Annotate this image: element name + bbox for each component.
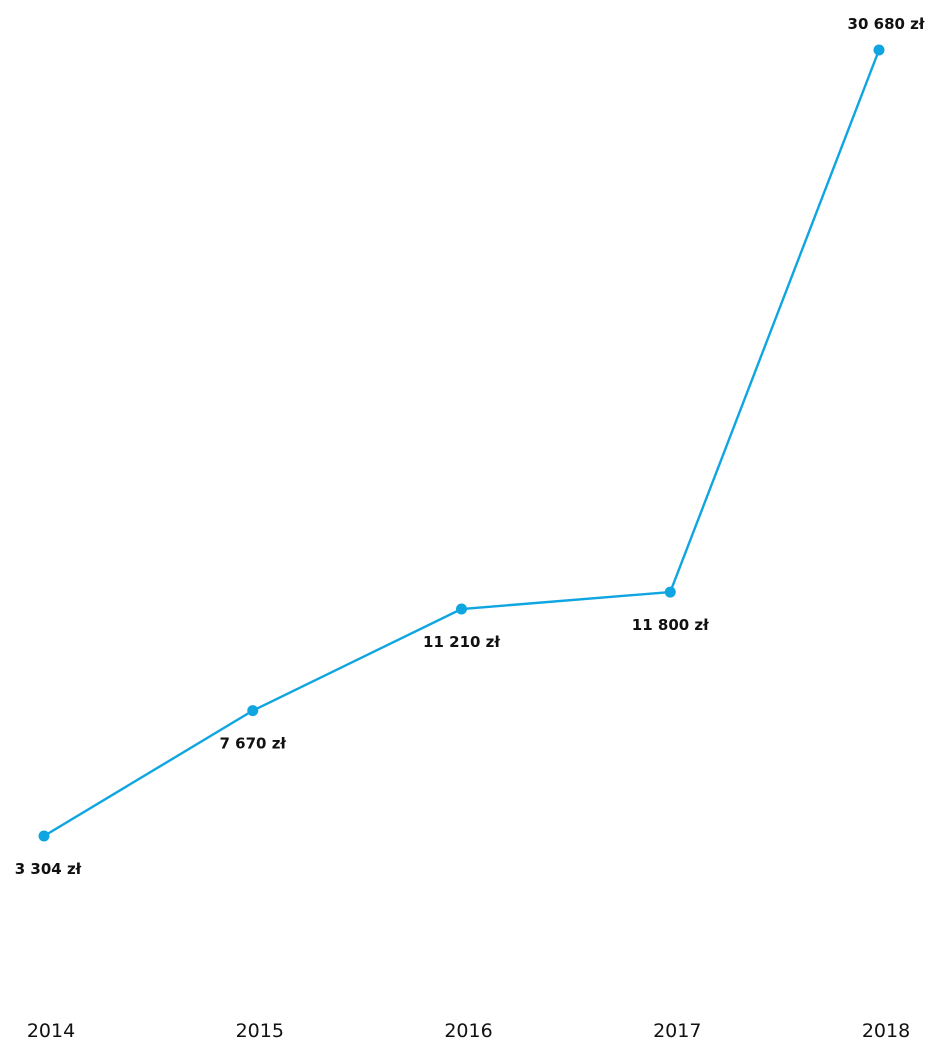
data-labels-layer: 3 304 zł 7 670 zł 11 210 zł 11 800 zł 30 680… (15, 15, 925, 878)
data-point-2016 (456, 603, 467, 615)
x-tick-label-2015: 2015 (236, 1020, 284, 1042)
data-label-2017: 11 800 zł (632, 616, 709, 634)
x-tick-label-2018: 2018 (862, 1020, 910, 1042)
data-label-2016: 11 210 zł (423, 633, 500, 651)
data-label-2018: 30 680 zł (848, 15, 925, 33)
series-layer (43, 49, 881, 838)
x-tick-label-2014: 2014 (27, 1020, 75, 1042)
data-point-2015 (247, 705, 259, 717)
data-point-2014 (38, 830, 50, 842)
x-tick-label-2017: 2017 (653, 1020, 701, 1042)
data-label-2014: 3 304 zł (15, 860, 82, 878)
x-axis-ticks: 2014 2015 2016 2017 2018 (27, 1020, 910, 1042)
points-layer (38, 44, 885, 842)
x-tick-label-2016: 2016 (444, 1020, 492, 1042)
series-line (43, 49, 881, 838)
data-point-2018 (873, 44, 885, 56)
data-label-2015: 7 670 zł (220, 735, 287, 753)
data-point-2017 (664, 586, 676, 598)
